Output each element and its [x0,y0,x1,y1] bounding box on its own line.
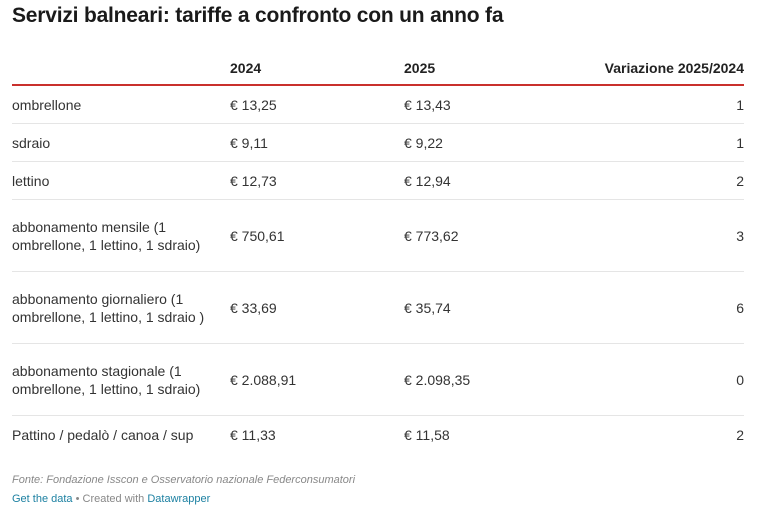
row-variation: 2 [736,426,744,443]
row-label: Pattino / pedalò / canoa / sup [12,426,194,443]
row-value-2024: € 11,33 [230,426,276,443]
datawrapper-link[interactable]: Datawrapper [147,493,211,505]
row-label: ombrellone [12,96,82,113]
row-label: abbonamento mensile (1 ombrellone, 1 let… [12,218,201,253]
row-value-2024: € 9,11 [230,134,268,151]
header-cell-2025: 2025 [404,60,436,76]
credits-separator: • Created with [72,493,148,505]
table-row: lettino € 12,73 € 12,94 2 [12,162,744,200]
get-data-link[interactable]: Get the data [12,493,73,505]
row-value-2025: € 11,58 [404,426,450,443]
row-value-2025: € 9,22 [404,134,443,151]
row-value-2024: € 33,69 [230,299,277,316]
row-value-2025: € 12,94 [404,172,451,189]
table-row: abbonamento stagionale (1 ombrellone, 1 … [12,344,744,416]
row-variation: 1 [736,96,744,113]
table-body: ombrellone € 13,25 € 13,43 1 sdraio € 9,… [12,86,744,453]
source-note: Fonte: Fondazione Isscon e Osservatorio … [12,474,356,486]
row-label: sdraio [12,134,51,151]
table-row: Pattino / pedalò / canoa / sup € 11,33 €… [12,416,744,453]
row-variation: 1 [736,134,744,151]
table-row: ombrellone € 13,25 € 13,43 1 [12,86,744,124]
table-header: 2024 2025 Variazione 2025/2024 [12,52,744,86]
row-value-2025: € 773,62 [404,227,459,244]
row-variation: 0 [736,371,744,388]
row-value-2025: € 35,74 [404,299,451,316]
chart-title: Servizi balneari: tariffe a confronto co… [12,4,504,27]
chart-footer: Fonte: Fondazione Isscon e Osservatorio … [12,472,744,507]
row-value-2024: € 750,61 [230,227,285,244]
credits-line: Get the data • Created with Datawrapper [12,491,744,507]
row-value-2024: € 13,25 [230,96,277,113]
table-row: sdraio € 9,11 € 9,22 1 [12,124,744,162]
header-cell-variazione: Variazione 2025/2024 [604,60,744,76]
row-label: lettino [12,172,50,189]
table-row: abbonamento mensile (1 ombrellone, 1 let… [12,200,744,272]
row-label: abbonamento stagionale (1 ombrellone, 1 … [12,362,201,397]
row-variation: 2 [736,172,744,189]
row-value-2024: € 2.088,91 [230,371,297,388]
row-value-2025: € 13,43 [404,96,451,113]
table-row: abbonamento giornaliero (1 ombrellone, 1… [12,272,744,344]
row-value-2025: € 2.098,35 [404,371,471,388]
row-label: abbonamento giornaliero (1 ombrellone, 1… [12,290,205,325]
row-value-2024: € 12,73 [230,172,277,189]
row-variation: 6 [736,299,744,316]
row-variation: 3 [736,227,744,244]
header-cell-2024: 2024 [230,60,262,76]
